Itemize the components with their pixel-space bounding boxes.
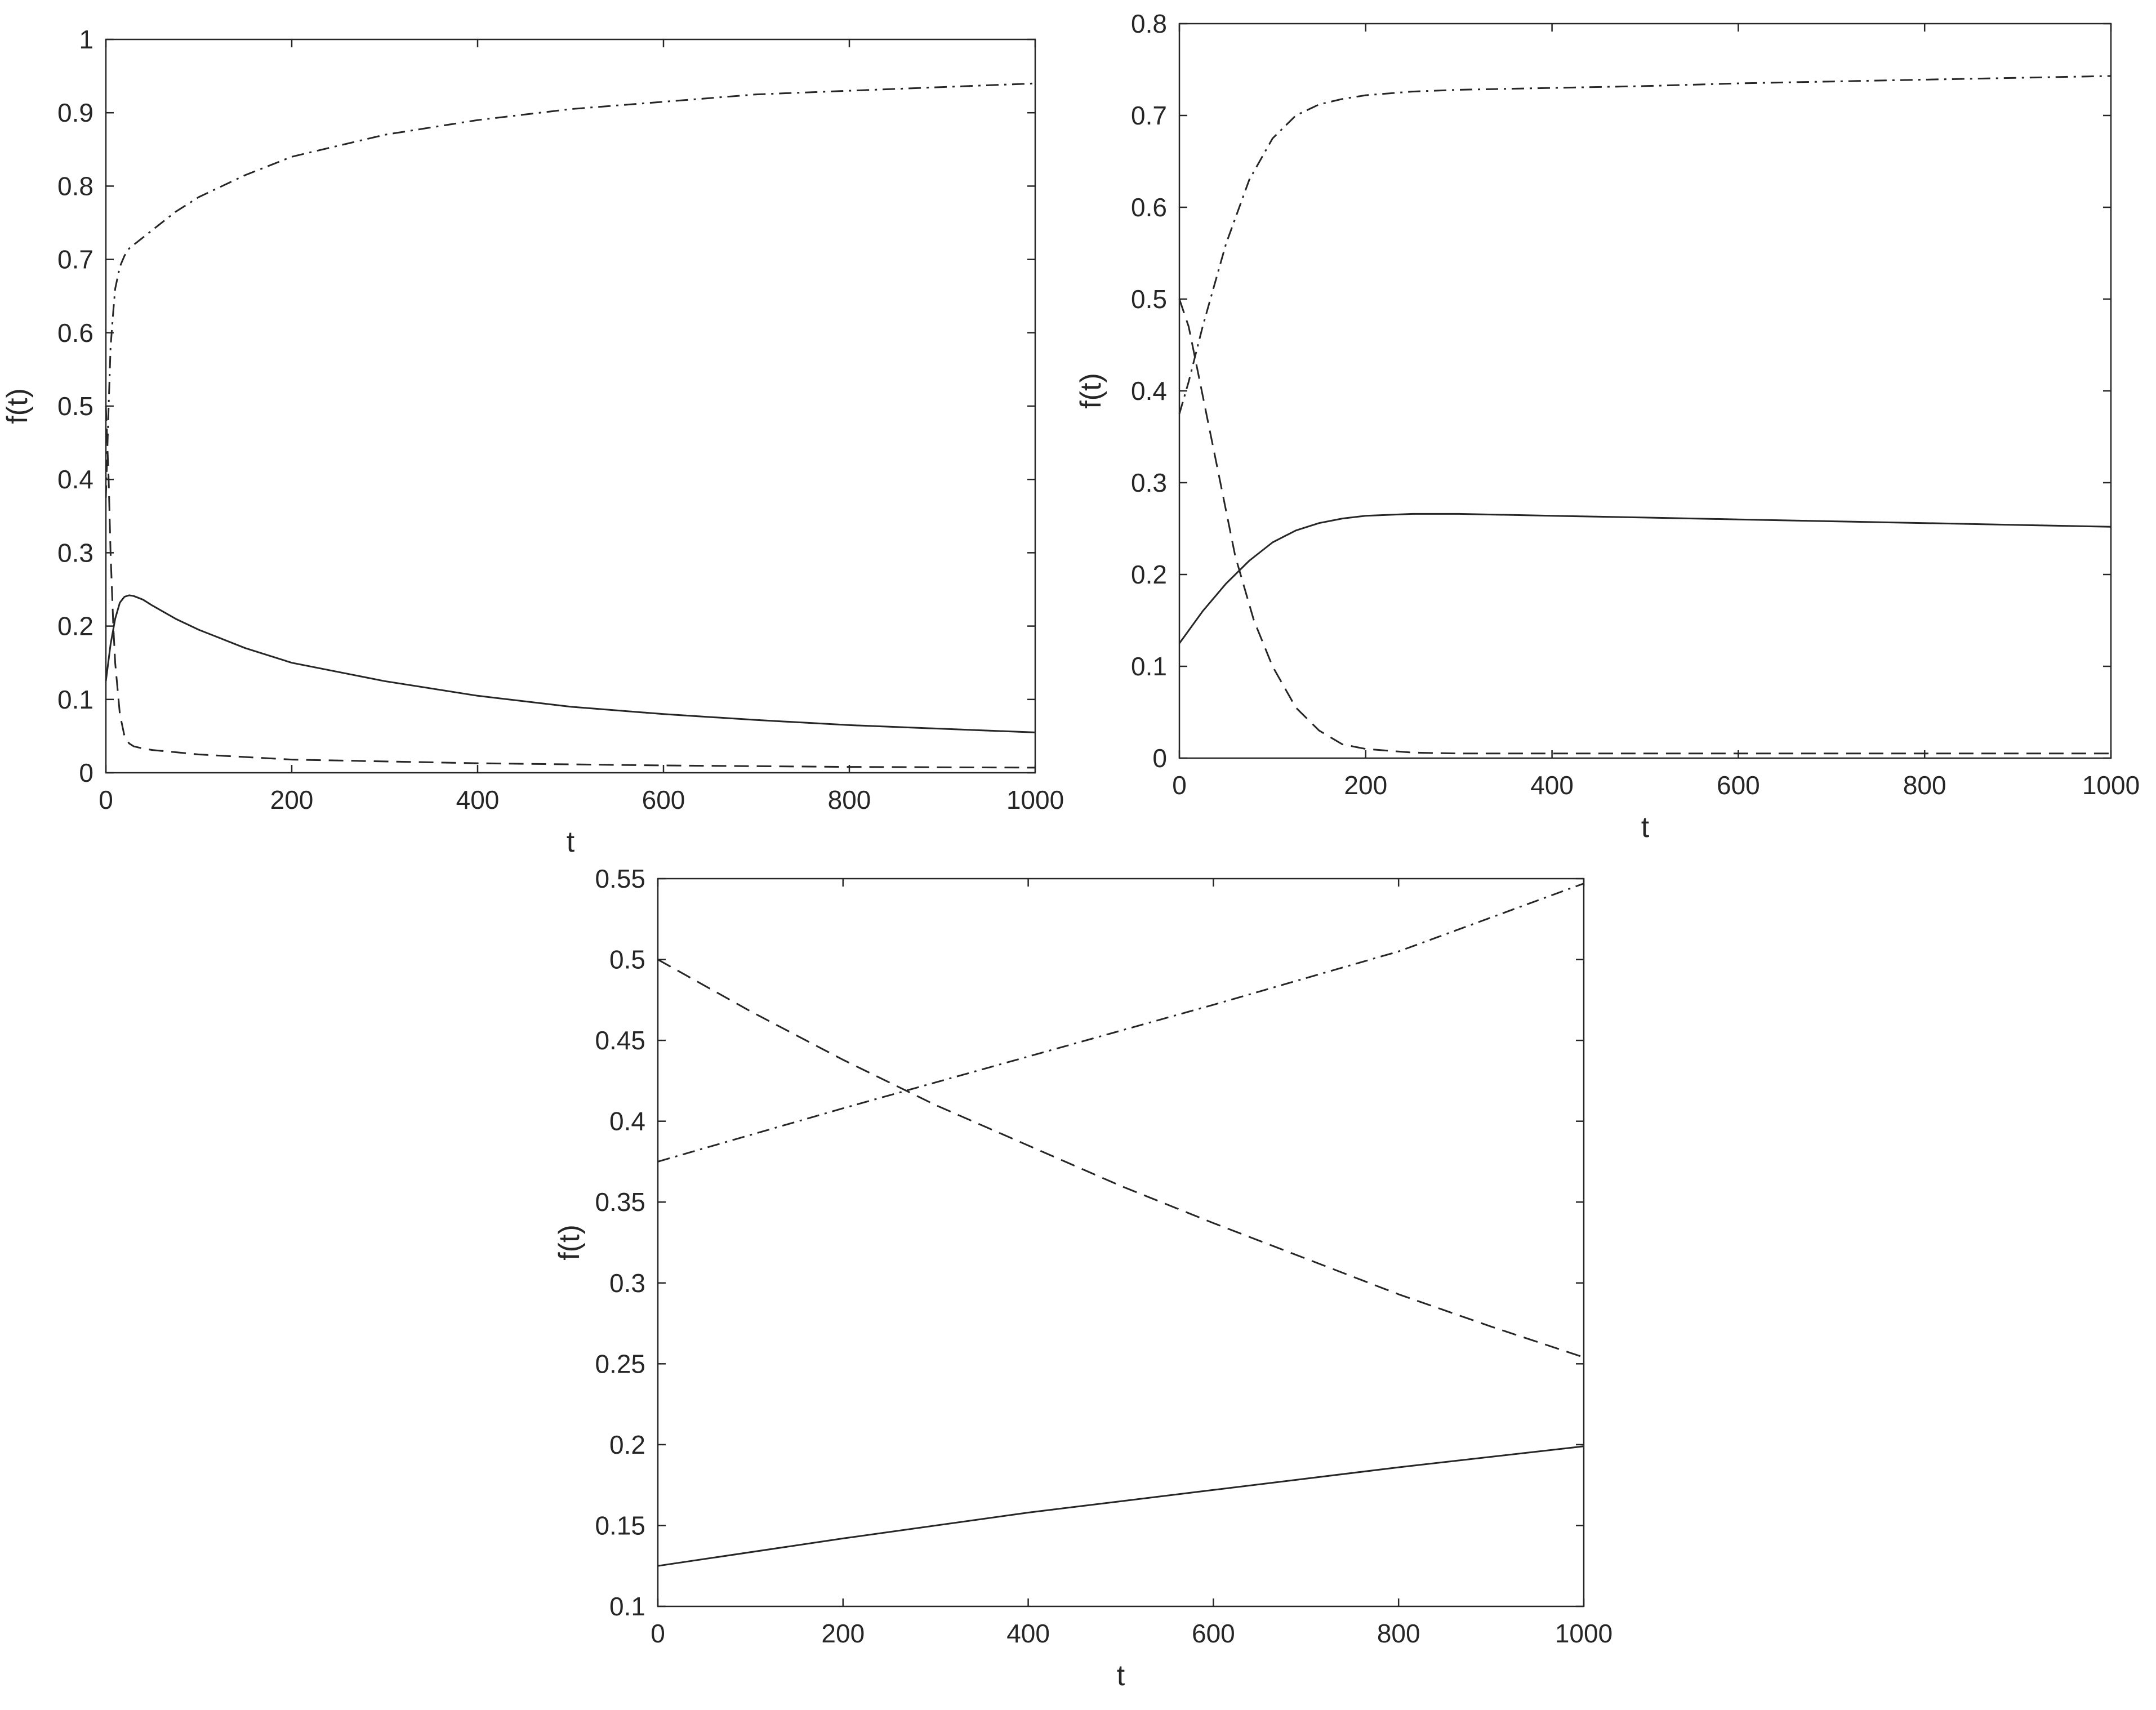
series-line-dashed (105, 406, 1036, 769)
x-tick-label: 800 (1377, 1619, 1420, 1648)
y-tick-label: 0.4 (57, 465, 93, 494)
y-tick-label: 0.6 (1131, 193, 1167, 222)
y-tick-label: 0.3 (609, 1268, 645, 1298)
y-tick-label: 0.5 (609, 945, 645, 974)
x-tick-label: 800 (1903, 771, 1946, 800)
plot-frame (1178, 23, 2112, 759)
y-tick-label: 0.7 (57, 245, 93, 274)
y-tick-label: 0 (79, 758, 93, 787)
y-tick-label: 0.8 (57, 171, 93, 201)
y-tick-label: 0.15 (595, 1511, 645, 1540)
y-axis-label: f(t) (1075, 373, 1107, 409)
x-tick-label: 600 (1192, 1619, 1235, 1648)
x-tick-label: 400 (456, 785, 500, 814)
x-tick-label: 600 (1717, 771, 1760, 800)
y-tick-label: 0.5 (57, 391, 93, 421)
plot-frame (105, 38, 1036, 774)
series-line-solid (657, 1445, 1584, 1567)
y-tick-label: 0.7 (1131, 101, 1167, 130)
x-tick-label: 0 (1172, 771, 1187, 800)
x-tick-label: 800 (828, 785, 871, 814)
y-tick-label: 0.2 (1131, 560, 1167, 589)
x-tick-label: 600 (642, 785, 685, 814)
y-tick-label: 0.2 (609, 1430, 645, 1459)
y-tick-label: 0.35 (595, 1187, 645, 1217)
y-tick-label: 0.6 (57, 318, 93, 348)
series-line-dashed (657, 959, 1584, 1359)
x-axis-label: t (567, 826, 575, 858)
series-line-dashdot (1178, 75, 2112, 415)
y-tick-label: 0.3 (1131, 468, 1167, 497)
y-tick-label: 0.5 (1131, 284, 1167, 314)
y-tick-label: 0.9 (57, 98, 93, 127)
y-tick-label: 0.4 (1131, 376, 1167, 406)
x-tick-label: 200 (270, 785, 314, 814)
y-axis-label: f(t) (1, 388, 34, 424)
series-line-solid (105, 594, 1036, 733)
series-line-solid (1178, 513, 2112, 644)
x-tick-label: 1000 (1555, 1619, 1612, 1648)
y-tick-label: 0.1 (1131, 652, 1167, 681)
x-tick-label: 200 (1344, 771, 1387, 800)
series-line-dashdot (657, 883, 1584, 1163)
x-axis-label: t (1117, 1659, 1125, 1692)
chart-top-left: 0 200 400 600 800 1000 0 0.1 0.2 0.3 0.4 0.5 0.6 0.7 0… (1, 25, 1064, 858)
x-tick-label: 200 (821, 1619, 865, 1648)
y-tick-label: 0.25 (595, 1349, 645, 1378)
y-tick-label: 0.8 (1131, 9, 1167, 38)
y-tick-label: 0.1 (57, 685, 93, 714)
y-tick-label: 1 (79, 25, 93, 54)
series-line-dashed (1178, 299, 2111, 755)
plot-frame (657, 878, 1585, 1607)
series-line-dashdot (105, 82, 1036, 498)
y-axis-label: f(t) (553, 1224, 586, 1261)
y-tick-label: 0.3 (57, 538, 93, 567)
chart-bottom-center: 0 200 400 600 800 1000 0.1 0.15 0.2 0.25 0.3 0.35 0.… (553, 864, 1612, 1692)
x-tick-label: 400 (1530, 771, 1574, 800)
y-tick-label: 0 (1152, 743, 1167, 773)
x-tick-label: 1000 (2082, 771, 2140, 800)
y-tick-label: 0.2 (57, 612, 93, 641)
x-tick-label: 1000 (1006, 785, 1064, 814)
x-tick-label: 400 (1006, 1619, 1050, 1648)
y-tick-label: 0.45 (595, 1026, 645, 1055)
chart-top-right: 0 200 400 600 800 1000 0 0.1 0.2 0.3 0.4 0.5 0.6 0.7 0… (1075, 9, 2140, 844)
y-tick-label: 0.4 (609, 1107, 645, 1136)
y-tick-label: 0.55 (595, 864, 645, 893)
x-tick-label: 0 (651, 1619, 665, 1648)
y-tick-label: 0.1 (609, 1592, 645, 1621)
x-axis-label: t (1641, 811, 1650, 844)
x-tick-label: 0 (99, 785, 113, 814)
